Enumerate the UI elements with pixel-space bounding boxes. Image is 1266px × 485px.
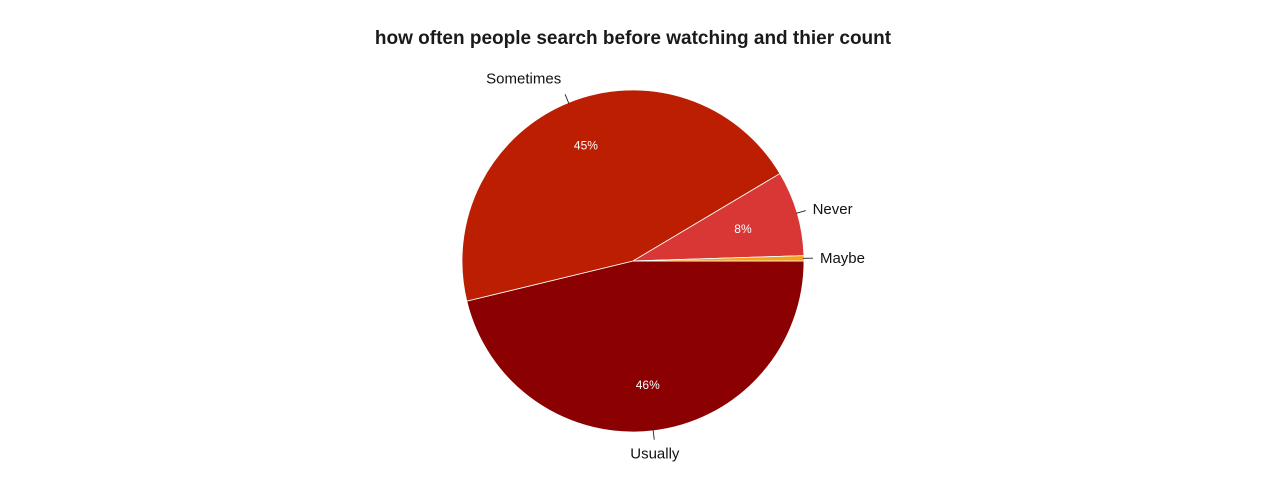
slices-layer — [461, 89, 805, 433]
chart-title: how often people search before watching … — [374, 28, 892, 49]
leader-lines-layer — [564, 94, 813, 440]
leader-line-never — [796, 210, 806, 214]
leader-line-usually — [652, 429, 655, 440]
percent-label-never: 8% — [734, 222, 752, 236]
category-label-maybe: Maybe — [820, 250, 865, 267]
percent-label-sometimes: 45% — [574, 138, 598, 152]
category-label-sometimes: Sometimes — [486, 71, 561, 88]
category-label-never: Never — [813, 201, 853, 218]
labels-layer: 46% Usually 45% Sometimes 8% Never Maybe — [486, 71, 865, 463]
category-label-usually: Usually — [630, 446, 680, 463]
leader-line-sometimes — [564, 94, 570, 104]
percent-label-usually: 46% — [636, 378, 660, 392]
